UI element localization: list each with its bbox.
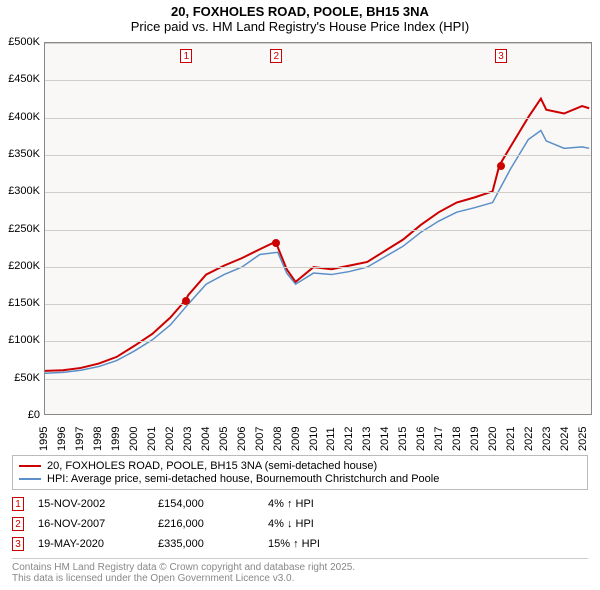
x-tick-label: 2005 (218, 417, 230, 451)
y-tick-label: £500K (0, 36, 40, 48)
legend-swatch (19, 478, 41, 480)
x-tick-label: 2000 (128, 417, 140, 451)
header: 20, FOXHOLES ROAD, POOLE, BH15 3NA Price… (0, 0, 600, 36)
x-tick-label: 2011 (325, 417, 337, 451)
x-tick-label: 2019 (469, 417, 481, 451)
legend-label: 20, FOXHOLES ROAD, POOLE, BH15 3NA (semi… (47, 460, 377, 472)
y-tick-label: £450K (0, 73, 40, 85)
page-title: 20, FOXHOLES ROAD, POOLE, BH15 3NA (0, 4, 600, 19)
table-row: 1 15-NOV-2002£154,0004% ↑ HPI (12, 494, 588, 514)
row-marker: 1 (12, 497, 24, 511)
y-tick-label: £0 (0, 409, 40, 421)
legend-label: HPI: Average price, semi-detached house,… (47, 473, 439, 485)
gridline (45, 43, 591, 44)
row-delta: 4% ↑ HPI (268, 498, 368, 510)
chart-lines (45, 43, 591, 414)
legend: 20, FOXHOLES ROAD, POOLE, BH15 3NA (semi… (12, 455, 588, 490)
x-tick-label: 2018 (451, 417, 463, 451)
page-subtitle: Price paid vs. HM Land Registry's House … (0, 19, 600, 34)
row-date: 19-MAY-2020 (38, 538, 158, 550)
gridline (45, 341, 591, 342)
x-tick-label: 2023 (541, 417, 553, 451)
x-tick-label: 2002 (164, 417, 176, 451)
gridline (45, 118, 591, 119)
row-delta: 4% ↓ HPI (268, 518, 368, 530)
gridline (45, 230, 591, 231)
x-tick-label: 1996 (56, 417, 68, 451)
x-tick-label: 2017 (433, 417, 445, 451)
marker-dot (497, 162, 505, 170)
x-tick-label: 2003 (182, 417, 194, 451)
table-row: 2 16-NOV-2007£216,0004% ↓ HPI (12, 514, 588, 534)
x-tick-label: 2025 (577, 417, 589, 451)
x-tick-label: 2010 (308, 417, 320, 451)
marker-dot (272, 239, 280, 247)
footer-line-1: Contains HM Land Registry data © Crown c… (12, 562, 588, 573)
x-tick-label: 2016 (415, 417, 427, 451)
row-date: 16-NOV-2007 (38, 518, 158, 530)
legend-row: 20, FOXHOLES ROAD, POOLE, BH15 3NA (semi… (19, 460, 581, 472)
footer-line-2: This data is licensed under the Open Gov… (12, 573, 588, 584)
row-price: £335,000 (158, 538, 268, 550)
gridline (45, 80, 591, 81)
x-tick-label: 2014 (379, 417, 391, 451)
x-tick-label: 2024 (559, 417, 571, 451)
y-tick-label: £400K (0, 111, 40, 123)
gridline (45, 155, 591, 156)
row-price: £154,000 (158, 498, 268, 510)
x-tick-label: 1995 (38, 417, 50, 451)
marker-box: 1 (180, 49, 192, 63)
legend-row: HPI: Average price, semi-detached house,… (19, 473, 581, 485)
gridline (45, 267, 591, 268)
marker-dot (182, 297, 190, 305)
x-tick-label: 2006 (236, 417, 248, 451)
x-tick-label: 2004 (200, 417, 212, 451)
chart-area: 1 2 3 £0 £50K £100K £150K £200K £250K £300K £350K… (0, 38, 600, 451)
row-price: £216,000 (158, 518, 268, 530)
x-tick-label: 1998 (92, 417, 104, 451)
x-tick-label: 2009 (290, 417, 302, 451)
x-tick-label: 2007 (254, 417, 266, 451)
gridline (45, 192, 591, 193)
x-tick-label: 2012 (343, 417, 355, 451)
y-tick-label: £350K (0, 148, 40, 160)
y-tick-label: £100K (0, 334, 40, 346)
x-tick-label: 2013 (361, 417, 373, 451)
gridline (45, 379, 591, 380)
price-table: 1 15-NOV-2002£154,0004% ↑ HPI 2 16-NOV-2007… (12, 494, 588, 554)
row-marker: 2 (12, 517, 24, 531)
marker-box: 3 (495, 49, 507, 63)
row-delta: 15% ↑ HPI (268, 538, 368, 550)
x-tick-label: 2022 (523, 417, 535, 451)
y-tick-label: £50K (0, 372, 40, 384)
legend-swatch (19, 465, 41, 467)
y-tick-label: £250K (0, 223, 40, 235)
x-tick-label: 2015 (397, 417, 409, 451)
y-tick-label: £150K (0, 297, 40, 309)
footer: Contains HM Land Registry data © Crown c… (12, 558, 588, 584)
row-marker: 3 (12, 537, 24, 551)
y-tick-label: £300K (0, 185, 40, 197)
x-tick-label: 2008 (272, 417, 284, 451)
x-tick-label: 2021 (505, 417, 517, 451)
x-tick-label: 2001 (146, 417, 158, 451)
table-row: 3 19-MAY-2020£335,00015% ↑ HPI (12, 534, 588, 554)
x-tick-label: 1999 (110, 417, 122, 451)
x-tick-label: 2020 (487, 417, 499, 451)
series-hpi (45, 131, 589, 374)
row-date: 15-NOV-2002 (38, 498, 158, 510)
marker-box: 2 (270, 49, 282, 63)
x-tick-label: 1997 (74, 417, 86, 451)
gridline (45, 304, 591, 305)
series-price_paid (45, 99, 589, 371)
y-tick-label: £200K (0, 260, 40, 272)
plot: 1 2 3 (44, 42, 592, 415)
